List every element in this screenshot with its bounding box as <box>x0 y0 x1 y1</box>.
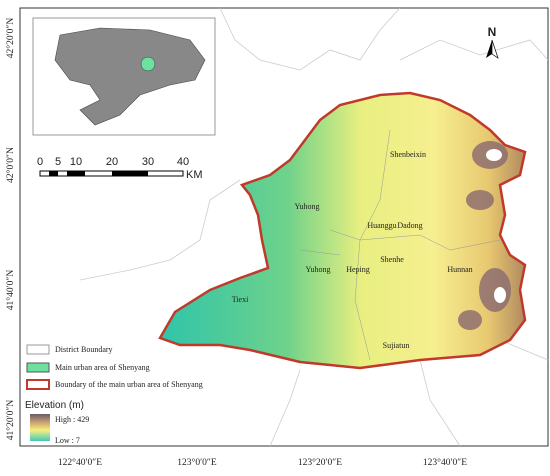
scale-label: 5 <box>55 156 61 168</box>
legend-swatch <box>26 344 50 355</box>
urban-area <box>158 91 527 370</box>
district-label: Heping <box>346 265 370 274</box>
district-label: Huanggu <box>367 221 396 230</box>
lat-label: 42°20′0″N <box>5 18 16 59</box>
lon-label: 123°0′0″E <box>177 457 217 468</box>
district-label: Shenbeixin <box>390 150 426 159</box>
scale-label: 10 <box>70 156 82 168</box>
inset-province <box>54 27 206 126</box>
district-label: Hunnan <box>447 265 472 274</box>
elevation-high: High : 429 <box>55 415 89 424</box>
legend-label: Main urban area of Shenyang <box>55 363 150 372</box>
north-arrow <box>491 39 499 59</box>
elevation-low: Low : 7 <box>55 436 80 445</box>
district-label: Yuhong <box>295 202 320 211</box>
lon-label: 122°40′0″E <box>58 457 102 468</box>
scale-label: 40 <box>177 156 189 168</box>
inset-urban <box>140 56 156 72</box>
lat-label: 41°20′0″N <box>5 400 16 441</box>
lat-label: 42°0′0″N <box>5 147 16 183</box>
district-label: Tiexi <box>232 295 249 304</box>
elevation-ramp <box>30 414 50 441</box>
district-label: Yuhong <box>306 265 331 274</box>
legend-label: District Boundary <box>55 345 113 354</box>
district-label: Dadong <box>397 221 422 230</box>
district-label: Shenhe <box>380 255 404 264</box>
legend-swatch <box>26 379 50 390</box>
north-label: N <box>488 25 497 39</box>
scale-unit: KM <box>186 169 203 181</box>
district-label: Sujiatun <box>383 341 410 350</box>
scale-label: 30 <box>142 156 154 168</box>
lat-label: 41°40′0″N <box>5 270 16 311</box>
scale-bar <box>39 170 184 177</box>
north-arrow <box>486 40 492 58</box>
legend-label: Boundary of the main urban area of Sheny… <box>55 380 203 389</box>
lon-label: 123°20′0″E <box>298 457 342 468</box>
elevation-title: Elevation (m) <box>25 400 84 411</box>
legend-swatch <box>26 362 50 373</box>
scale-label: 20 <box>106 156 118 168</box>
scale-label: 0 <box>37 156 43 168</box>
background-boundaries <box>79 7 549 447</box>
peaks <box>486 149 506 303</box>
district-lines <box>299 129 501 361</box>
lon-label: 123°40′0″E <box>423 457 467 468</box>
